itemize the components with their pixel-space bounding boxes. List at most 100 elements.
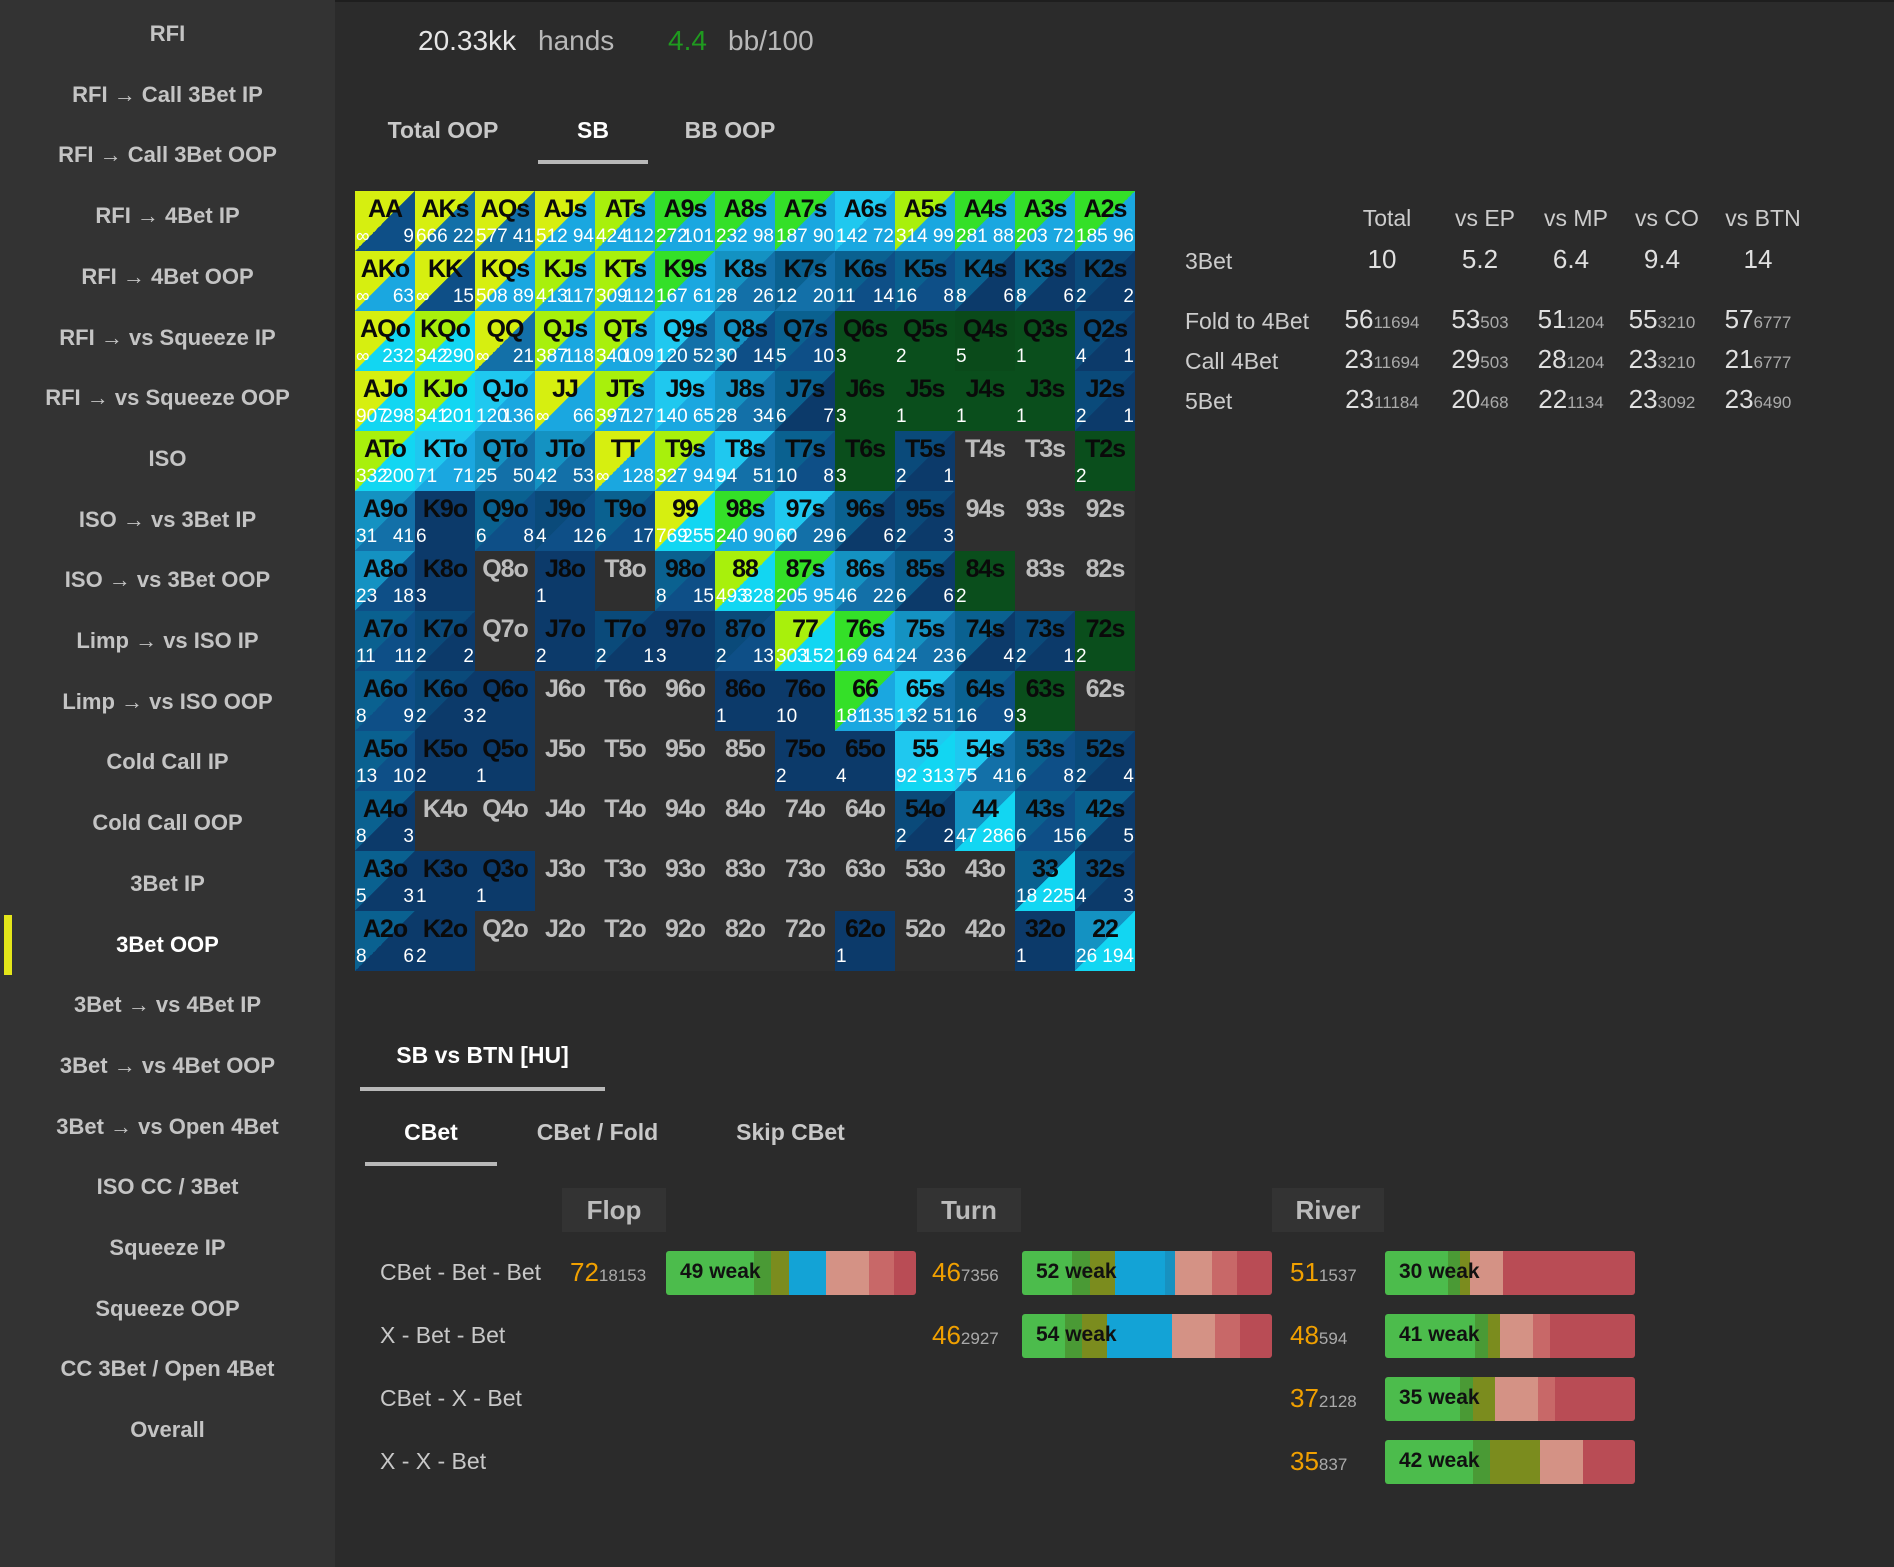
grid-cell-83s[interactable]: 83s <box>1015 551 1075 611</box>
sidebar-item-rfi-to-call-3bet-oop[interactable]: RFI → Call 3Bet OOP <box>58 142 277 168</box>
grid-cell-Q8s[interactable]: Q8s 30 14 <box>715 311 775 371</box>
grid-cell-KJs[interactable]: KJs 413 117 <box>535 251 595 311</box>
sidebar-item-cold-call-ip[interactable]: Cold Call IP <box>106 749 229 775</box>
grid-cell-54s[interactable]: 54s 75 41 <box>955 731 1015 791</box>
tab-bb-oop[interactable]: BB OOP <box>684 117 776 143</box>
grid-cell-J2s[interactable]: J2s 2 1 <box>1075 371 1135 431</box>
grid-cell-63o[interactable]: 63o <box>835 851 895 911</box>
grid-cell-K5o[interactable]: K5o 2 <box>415 731 475 791</box>
grid-cell-82s[interactable]: 82s <box>1075 551 1135 611</box>
grid-cell-Q5s[interactable]: Q5s 2 <box>895 311 955 371</box>
grid-cell-63s[interactable]: 63s 3 <box>1015 671 1075 731</box>
grid-cell-AQs[interactable]: AQs 577 41 <box>475 191 535 251</box>
grid-cell-Q9s[interactable]: Q9s 120 52 <box>655 311 715 371</box>
grid-cell-JJ[interactable]: JJ ∞ 66 <box>535 371 595 431</box>
sidebar-item-3bet-to-vs-open-4bet[interactable]: 3Bet → vs Open 4Bet <box>56 1113 279 1139</box>
sidebar-item-3bet-to-vs-4bet-oop[interactable]: 3Bet → vs 4Bet OOP <box>59 1052 276 1078</box>
grid-cell-J6s[interactable]: J6s 3 <box>835 371 895 431</box>
sidebar-item-3bet-to-vs-4bet-ip[interactable]: 3Bet → vs 4Bet IP <box>73 992 262 1018</box>
grid-cell-Q4o[interactable]: Q4o <box>475 791 535 851</box>
grid-cell-Q6o[interactable]: Q6o 2 <box>475 671 535 731</box>
tab-cbet-fold[interactable]: CBet / Fold <box>536 1119 659 1145</box>
grid-cell-Q5o[interactable]: Q5o 1 <box>475 731 535 791</box>
grid-cell-AKs[interactable]: AKs 666 22 <box>415 191 475 251</box>
grid-cell-K2s[interactable]: K2s 2 2 <box>1075 251 1135 311</box>
grid-cell-T2s[interactable]: T2s 2 <box>1075 431 1135 491</box>
grid-cell-K8s[interactable]: K8s 28 26 <box>715 251 775 311</box>
grid-cell-T7s[interactable]: T7s 10 8 <box>775 431 835 491</box>
grid-cell-T4o[interactable]: T4o <box>595 791 655 851</box>
grid-cell-Q2o[interactable]: Q2o <box>475 911 535 971</box>
sidebar-item-3bet-oop[interactable]: 3Bet OOP <box>116 931 219 957</box>
grid-cell-A2o[interactable]: A2o 8 6 <box>355 911 415 971</box>
grid-cell-A4o[interactable]: A4o 8 3 <box>355 791 415 851</box>
sidebar-item-iso-cc-3bet[interactable]: ISO CC / 3Bet <box>96 1174 239 1200</box>
sidebar-item-squeeze-oop[interactable]: Squeeze OOP <box>95 1295 240 1321</box>
grid-cell-66[interactable]: 66 181 135 <box>835 671 895 731</box>
grid-cell-J4o[interactable]: J4o <box>535 791 595 851</box>
grid-cell-ATo[interactable]: ATo 332 200 <box>355 431 415 491</box>
grid-cell-32o[interactable]: 32o 1 <box>1015 911 1075 971</box>
grid-cell-QJo[interactable]: QJo 120 136 <box>475 371 535 431</box>
grid-cell-94s[interactable]: 94s <box>955 491 1015 551</box>
grid-cell-43s[interactable]: 43s 6 15 <box>1015 791 1075 851</box>
grid-cell-Q7o[interactable]: Q7o <box>475 611 535 671</box>
grid-cell-84o[interactable]: 84o <box>715 791 775 851</box>
grid-cell-97s[interactable]: 97s 60 29 <box>775 491 835 551</box>
grid-cell-87o[interactable]: 87o 2 13 <box>715 611 775 671</box>
grid-cell-K4s[interactable]: K4s 8 6 <box>955 251 1015 311</box>
grid-cell-74o[interactable]: 74o <box>775 791 835 851</box>
grid-cell-J9o[interactable]: J9o 4 12 <box>535 491 595 551</box>
sidebar-item-limp-to-vs-iso-ip[interactable]: Limp → vs ISO IP <box>76 628 259 653</box>
grid-cell-T9o[interactable]: T9o 6 17 <box>595 491 655 551</box>
grid-cell-Q6s[interactable]: Q6s 3 <box>835 311 895 371</box>
grid-cell-K5s[interactable]: K5s 16 8 <box>895 251 955 311</box>
sidebar-item-rfi-to-call-3bet-ip[interactable]: RFI → Call 3Bet IP <box>72 81 263 107</box>
grid-cell-84s[interactable]: 84s 2 <box>955 551 1015 611</box>
tab-cbet[interactable]: CBet <box>404 1119 458 1145</box>
grid-cell-96o[interactable]: 96o <box>655 671 715 731</box>
grid-cell-95o[interactable]: 95o <box>655 731 715 791</box>
grid-cell-Q7s[interactable]: Q7s 5 10 <box>775 311 835 371</box>
grid-cell-QJs[interactable]: QJs 387 118 <box>535 311 595 371</box>
grid-cell-42s[interactable]: 42s 6 5 <box>1075 791 1135 851</box>
grid-cell-K3o[interactable]: K3o 1 <box>415 851 475 911</box>
grid-cell-A4s[interactable]: A4s 281 88 <box>955 191 1015 251</box>
grid-cell-KQo[interactable]: KQo 342 290 <box>415 311 475 371</box>
sidebar-item-iso[interactable]: ISO <box>148 445 187 471</box>
grid-cell-A3s[interactable]: A3s 203 72 <box>1015 191 1075 251</box>
grid-cell-94o[interactable]: 94o <box>655 791 715 851</box>
grid-cell-K4o[interactable]: K4o <box>415 791 475 851</box>
grid-cell-55[interactable]: 55 92 313 <box>895 731 955 791</box>
grid-cell-86o[interactable]: 86o 1 <box>715 671 775 731</box>
grid-cell-ATs[interactable]: ATs 424 112 <box>595 191 655 251</box>
grid-cell-Q2s[interactable]: Q2s 4 1 <box>1075 311 1135 371</box>
grid-cell-87s[interactable]: 87s 205 95 <box>775 551 835 611</box>
grid-cell-74s[interactable]: 74s 6 4 <box>955 611 1015 671</box>
grid-cell-K8o[interactable]: K8o 3 <box>415 551 475 611</box>
sidebar-item-3bet-ip[interactable]: 3Bet IP <box>130 870 205 896</box>
grid-cell-JTo[interactable]: JTo 42 53 <box>535 431 595 491</box>
grid-cell-QTs[interactable]: QTs 340 109 <box>595 311 655 371</box>
grid-cell-K9s[interactable]: K9s 167 61 <box>655 251 715 311</box>
tab-total-oop[interactable]: Total OOP <box>387 117 499 143</box>
grid-cell-83o[interactable]: 83o <box>715 851 775 911</box>
grid-cell-A5s[interactable]: A5s 314 99 <box>895 191 955 251</box>
grid-cell-J7s[interactable]: J7s 6 7 <box>775 371 835 431</box>
grid-cell-J8o[interactable]: J8o 1 <box>535 551 595 611</box>
grid-cell-64s[interactable]: 64s 16 9 <box>955 671 1015 731</box>
grid-cell-64o[interactable]: 64o <box>835 791 895 851</box>
grid-cell-J7o[interactable]: J7o 2 <box>535 611 595 671</box>
grid-cell-J2o[interactable]: J2o <box>535 911 595 971</box>
grid-cell-92o[interactable]: 92o <box>655 911 715 971</box>
tab-skip-cbet[interactable]: Skip CBet <box>736 1119 845 1145</box>
grid-cell-98o[interactable]: 98o 8 15 <box>655 551 715 611</box>
tab-sb[interactable]: SB <box>577 117 609 143</box>
sidebar-item-overall[interactable]: Overall <box>130 1417 205 1443</box>
grid-cell-J5s[interactable]: J5s 1 <box>895 371 955 431</box>
grid-cell-AKo[interactable]: AKo ∞ 63 <box>355 251 415 311</box>
grid-cell-K3s[interactable]: K3s 8 6 <box>1015 251 1075 311</box>
grid-cell-KJo[interactable]: KJo 341 201 <box>415 371 475 431</box>
grid-cell-52o[interactable]: 52o <box>895 911 955 971</box>
grid-cell-96s[interactable]: 96s 6 6 <box>835 491 895 551</box>
